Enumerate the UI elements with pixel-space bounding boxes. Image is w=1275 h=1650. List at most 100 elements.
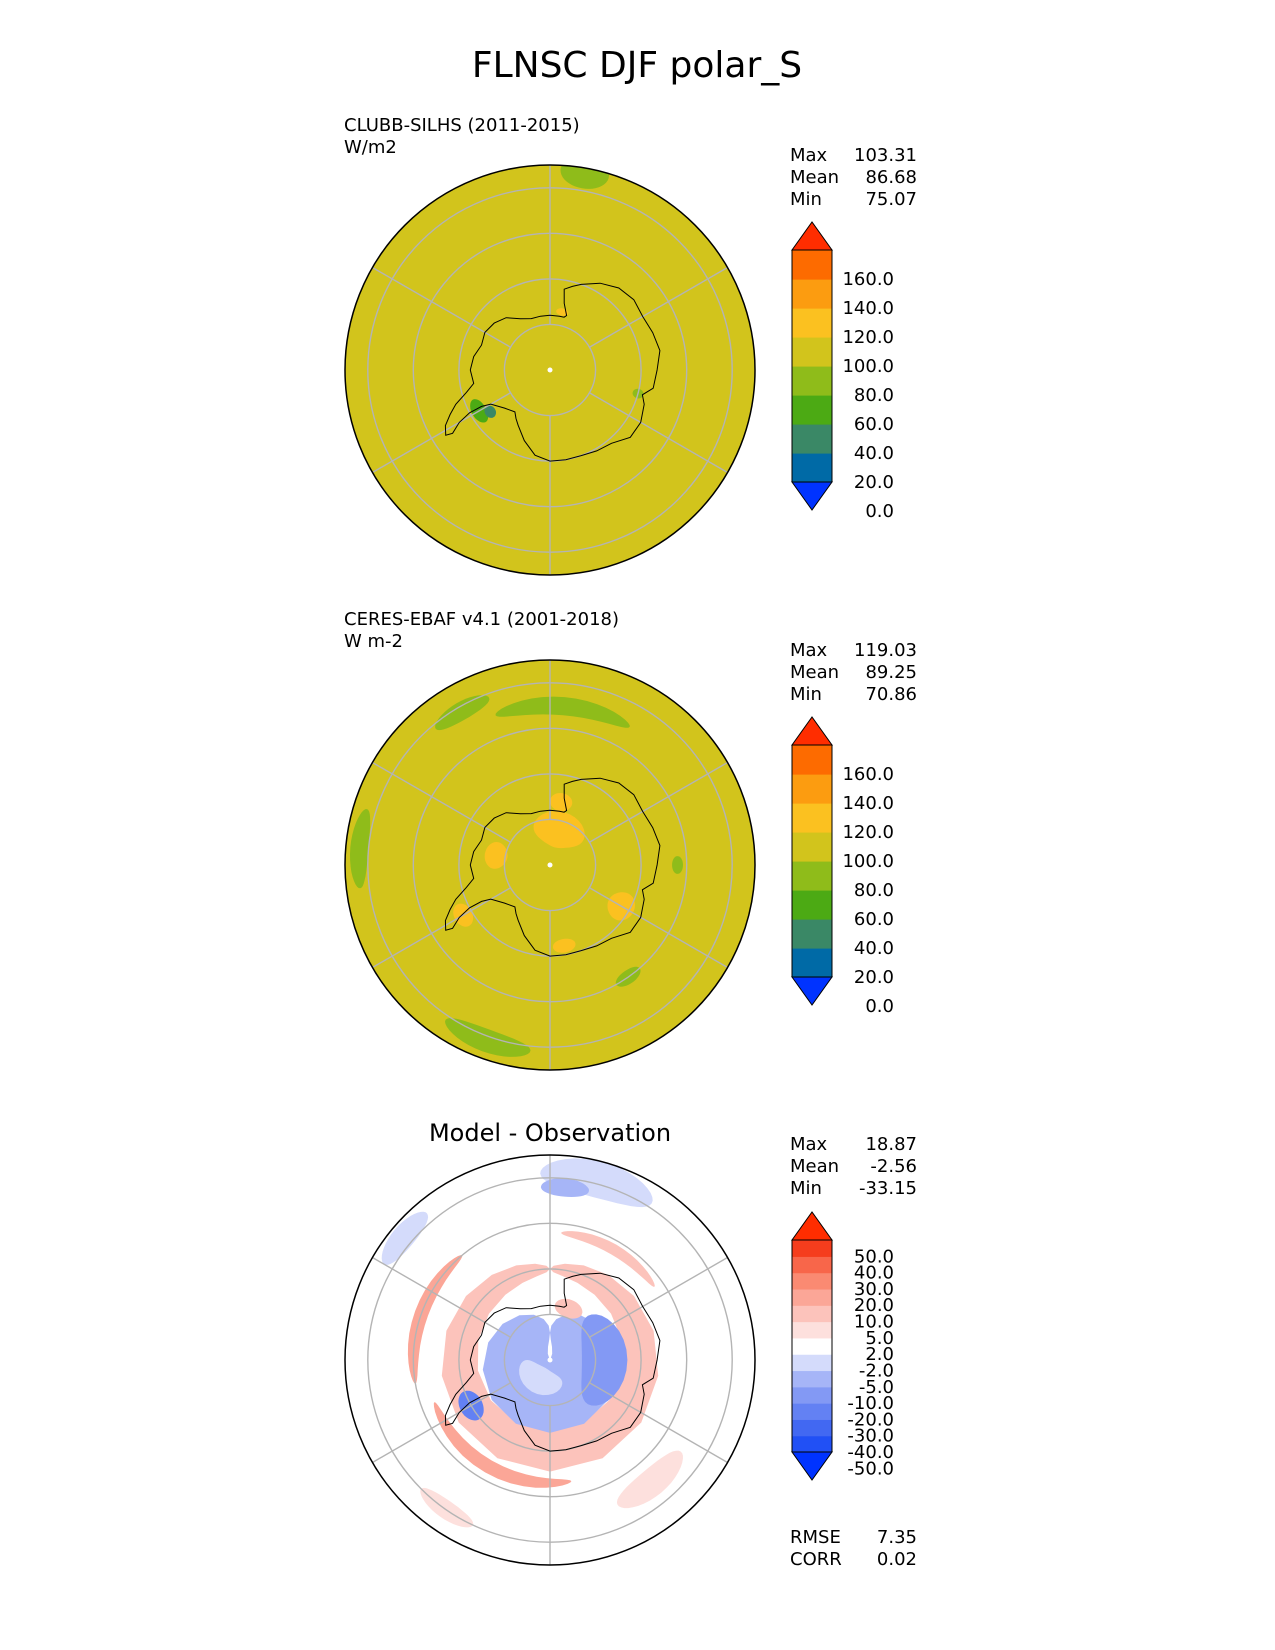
meridian-line	[372, 887, 511, 969]
field-region-0	[445, 1018, 531, 1057]
colorbar-tick-label: 40.0	[854, 1263, 894, 1284]
field-region-1	[350, 809, 371, 889]
map-boundary	[344, 659, 756, 1071]
panel-title: Model - Observation	[429, 1119, 671, 1147]
field-region-8	[616, 1450, 683, 1509]
stats-block: Max 119.03 Mean 89.25 Min 70.86	[790, 640, 917, 705]
colorbar-band	[792, 279, 832, 309]
colorbar-band	[792, 308, 832, 338]
field-region-3	[495, 696, 630, 728]
colorbar-band	[792, 1321, 832, 1339]
colorbar-extend-max	[791, 1211, 833, 1241]
field-region-7	[420, 1487, 474, 1528]
metric-label-rmse: RMSE	[790, 1527, 841, 1548]
colorbar-tick-label: -30.0	[847, 1426, 894, 1447]
colorbar-band	[792, 337, 832, 367]
stat-value-mean: 89.25	[865, 662, 917, 683]
colorbar-band	[792, 745, 832, 775]
field-region-2	[484, 405, 496, 418]
graticule	[367, 165, 733, 575]
field-region-10	[484, 842, 508, 869]
colorbar-band	[792, 1386, 832, 1404]
meridian-line	[589, 887, 728, 969]
colorbar-tick-label: 50.0	[854, 1246, 894, 1267]
colorbar-extend-min	[791, 481, 833, 511]
antarctica-coastline	[444, 777, 661, 957]
field-region-6	[381, 1211, 429, 1265]
stat-value-min: -33.15	[859, 1178, 917, 1199]
colorbar-tick-label: 20.0	[854, 472, 894, 493]
colorbar-tick-label: 5.0	[865, 1328, 894, 1349]
colorbar-tick-label: -10.0	[847, 1393, 894, 1414]
field-region-0	[441, 1263, 659, 1472]
colorbar-tick-label: 100.0	[842, 356, 894, 377]
field-region-11	[581, 1314, 628, 1406]
field-region-3	[561, 1231, 655, 1287]
graticule	[367, 1155, 733, 1565]
colorbar-tick-label: 60.0	[854, 909, 894, 930]
colorbar-extend-min	[791, 1451, 833, 1481]
colorbar-band	[792, 1435, 832, 1453]
colorbar-band	[792, 890, 832, 920]
stat-label-mean: Mean	[790, 1156, 839, 1177]
antarctica-coastline	[444, 282, 661, 462]
field-region-0	[560, 165, 609, 189]
colorbar-band	[792, 1256, 832, 1274]
meridian-line	[372, 392, 511, 474]
colorbar-frame	[791, 249, 833, 483]
colorbar-tick-label: 140.0	[842, 793, 894, 814]
panel-reference: CERES-EBAF v4.1 (2001-2018) W m-2 Max 11…	[344, 609, 917, 1071]
colorbar-band	[792, 250, 832, 280]
pole-marker	[547, 862, 553, 868]
colorbar-band	[792, 1370, 832, 1388]
colorbar: 50.040.030.020.010.05.02.0-2.0-5.0-10.0-…	[791, 1211, 894, 1481]
colorbar-band	[792, 1419, 832, 1437]
field-region-2	[435, 695, 490, 731]
colorbar-tick-label: -20.0	[847, 1409, 894, 1430]
colorbar-band	[792, 366, 832, 396]
colorbar-tick-label: 40.0	[854, 938, 894, 959]
colorbar-band	[792, 774, 832, 804]
field-region-1	[433, 1402, 572, 1488]
stat-label-min: Min	[790, 189, 822, 210]
colorbar-band	[792, 1272, 832, 1290]
meridian-line	[589, 392, 728, 474]
field-region-4	[540, 1158, 653, 1208]
colorbar: 160.0 140.0 120.0 100.0 80.0 60.0 40.0 20.0 0.0	[791, 716, 894, 1017]
polar-map	[344, 164, 756, 576]
colorbar-band	[792, 1354, 832, 1372]
panel-difference: Model - Observation Max 18.87 Mean -2.56…	[344, 1119, 917, 1570]
panel-title: CERES-EBAF v4.1 (2001-2018)	[344, 609, 619, 630]
field-region-5	[540, 1178, 589, 1197]
stat-label-mean: Mean	[790, 167, 839, 188]
stat-label-max: Max	[790, 1134, 828, 1155]
colorbar-band	[792, 832, 832, 862]
colorbar-tick-label: 0.0	[865, 501, 894, 522]
colorbar-band	[792, 424, 832, 454]
stats-block: Max 103.31 Mean 86.68 Min 75.07	[790, 145, 917, 210]
stat-label-max: Max	[790, 640, 828, 661]
field-region-8	[552, 938, 576, 953]
stat-value-mean: -2.56	[870, 1156, 917, 1177]
meridian-line	[589, 1256, 728, 1338]
colorbar-extend-max	[791, 221, 833, 251]
polar-map	[344, 1154, 756, 1566]
panel-units: W/m2	[344, 137, 397, 158]
colorbar-band	[792, 948, 832, 978]
polar-map	[344, 659, 756, 1071]
colorbar-band	[792, 1240, 832, 1257]
metrics-block: RMSE 7.35 CORR 0.02	[790, 1527, 917, 1570]
meridian-line	[589, 1382, 728, 1464]
colorbar-extend-max	[791, 716, 833, 746]
colorbar-band	[792, 1288, 832, 1306]
meridian-line	[372, 761, 511, 843]
meridian-line	[372, 1256, 511, 1338]
colorbar-tick-label: 20.0	[854, 1295, 894, 1316]
antarctica-coastline	[444, 1272, 661, 1452]
colorbar-tick-label: 2.0	[865, 1344, 894, 1365]
colorbar-frame	[791, 1239, 833, 1453]
colorbar-tick-label: 160.0	[842, 764, 894, 785]
colorbar-extend-min	[791, 976, 833, 1006]
stat-value-max: 119.03	[854, 640, 917, 661]
